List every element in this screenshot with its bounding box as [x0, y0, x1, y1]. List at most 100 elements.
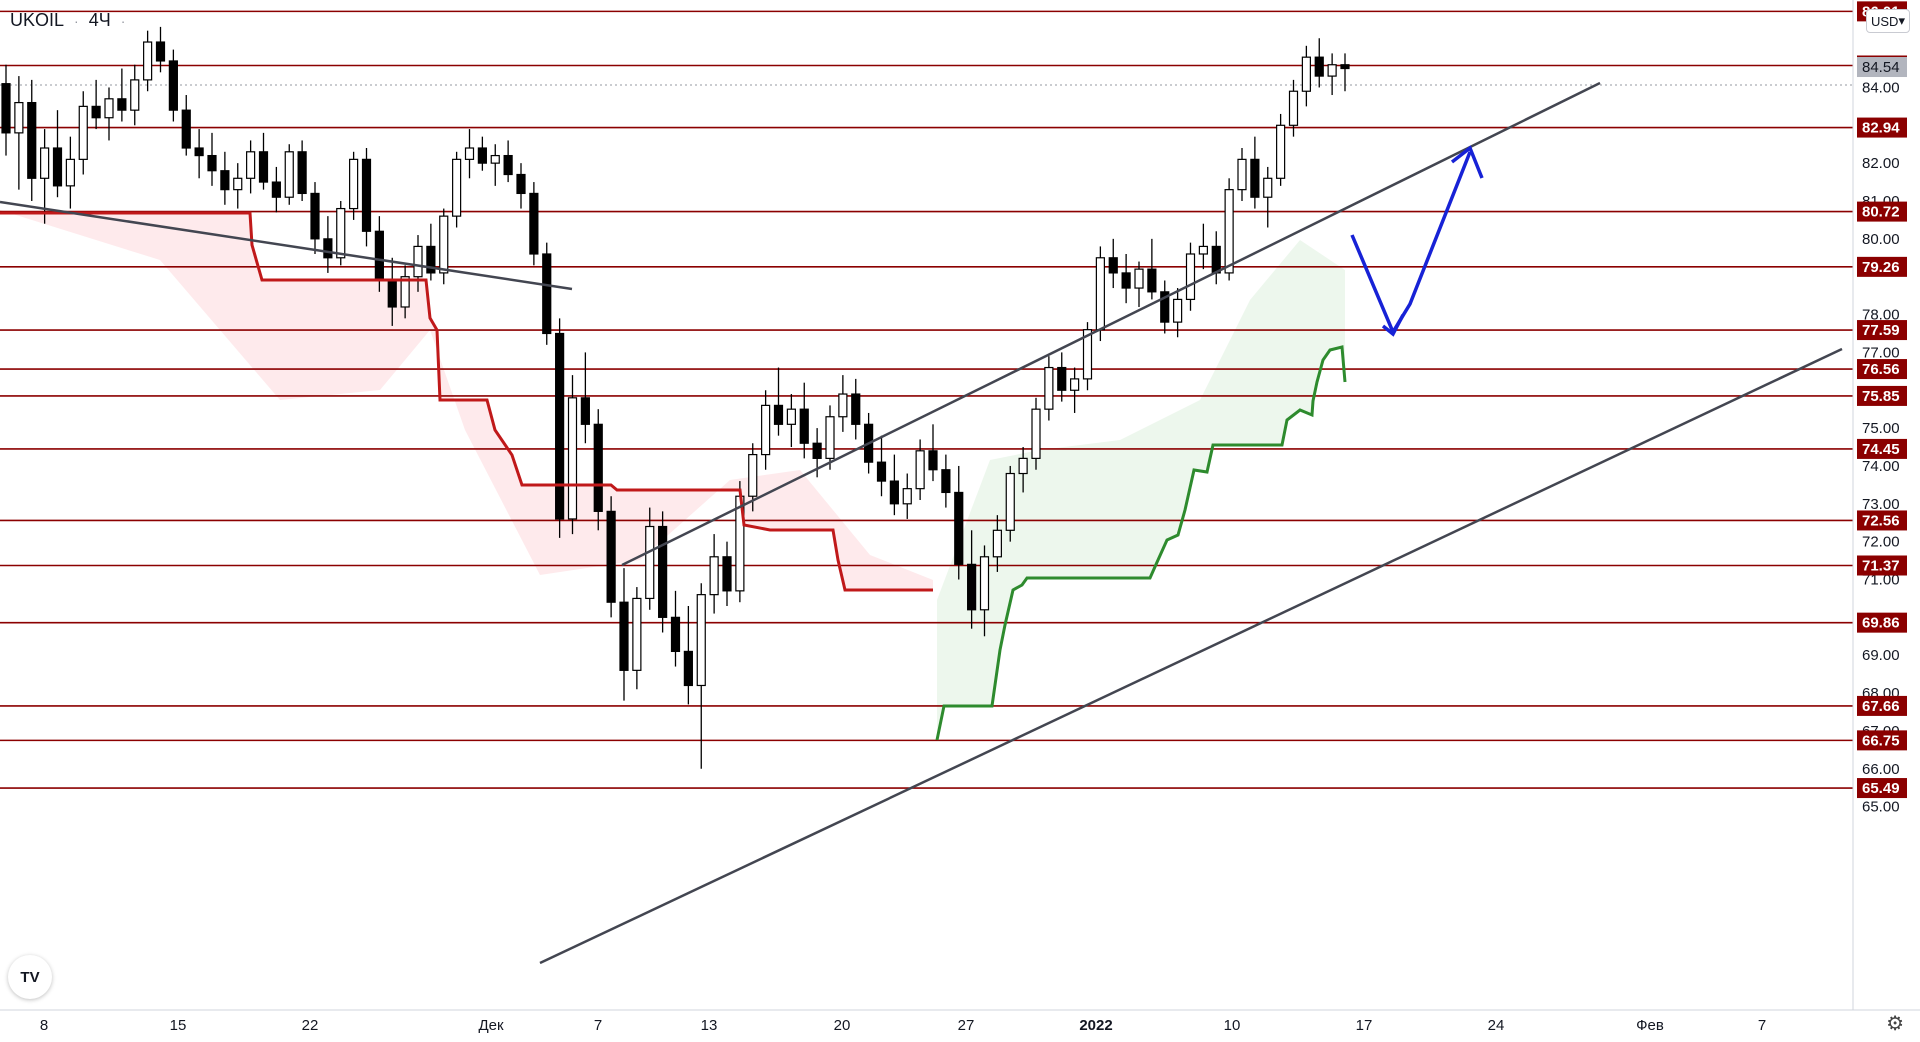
level-price-badge: [1857, 201, 1907, 222]
trend-lines: [0, 81, 1843, 965]
candle-body: [799, 408, 809, 444]
time-tick-label: 7: [1758, 1017, 1766, 1034]
green-cloud-fill: [937, 240, 1345, 740]
candle-body: [310, 192, 320, 240]
candle-body: [503, 154, 513, 176]
candle-body: [1314, 56, 1324, 77]
level-price-label: 72.56: [1862, 512, 1900, 529]
candle-body: [1237, 158, 1247, 191]
price-axis: 65.0066.0067.0068.0069.0071.0072.0073.00…: [0, 0, 1920, 1011]
trend-line: [0, 200, 573, 291]
price-tick-label: 74.00: [1862, 458, 1900, 475]
candle-body: [529, 192, 539, 255]
bearish-stop-line: [0, 211, 933, 592]
level-price-label: 69.86: [1862, 615, 1900, 632]
candle-body: [452, 158, 462, 217]
arrow-head-down: [1381, 314, 1405, 337]
candle-body: [258, 151, 269, 183]
candle-body: [207, 154, 217, 172]
projection-arrow: [1350, 145, 1484, 337]
candle-body: [1224, 189, 1234, 274]
candle-body: [1108, 257, 1118, 274]
time-tick-label: 15: [170, 1017, 187, 1034]
candle-body: [1082, 329, 1093, 380]
candle-body: [426, 245, 436, 274]
candle-body: [91, 105, 101, 119]
level-price-label: 75.85: [1862, 388, 1900, 405]
separator-dot: ·: [74, 12, 79, 29]
level-price-label: 74.45: [1862, 441, 1900, 458]
level-price-badge: [1857, 555, 1907, 576]
separator-dot: ·: [120, 12, 126, 29]
candle-body: [658, 525, 668, 618]
candle-body: [1134, 268, 1144, 289]
candle-body: [1263, 177, 1273, 198]
candle-body: [464, 147, 475, 160]
level-price-badge: [1857, 256, 1907, 277]
candle-body: [439, 215, 449, 274]
interval-label: 4Ч: [88, 10, 111, 30]
candle-body: [761, 404, 771, 456]
candle-body: [722, 556, 732, 592]
candle-body: [1211, 245, 1221, 274]
level-price-badge: [1857, 778, 1907, 799]
candle-body: [130, 79, 140, 111]
supertrend-fills: [0, 210, 1345, 740]
candle-body: [786, 408, 796, 425]
candle-body: [954, 491, 964, 565]
time-tick-label: 17: [1356, 1017, 1373, 1034]
arrow-head-up: [1450, 145, 1484, 179]
currency-label: USD: [1871, 13, 1899, 29]
projection-path: [1350, 151, 1472, 336]
candle-body: [812, 442, 822, 459]
level-price-badge: [1857, 695, 1907, 716]
candle-body: [1250, 158, 1260, 198]
price-tick-label: 73.00: [1862, 496, 1900, 513]
candle-body: [336, 207, 346, 259]
candle-body: [915, 450, 925, 490]
tradingview-logo-icon[interactable]: TV: [8, 955, 52, 999]
candle-body: [851, 393, 861, 425]
trend-line: [621, 81, 1601, 567]
time-tick-label: 13: [701, 1017, 718, 1034]
candle-body: [220, 170, 230, 191]
time-tick-label: 22: [302, 1017, 319, 1034]
price-tick-label: 77.00: [1862, 344, 1900, 361]
time-tick-label: 20: [834, 1017, 851, 1034]
candle-body: [27, 101, 37, 179]
candle-body: [902, 488, 912, 505]
candle-body: [1198, 245, 1208, 255]
candle-body: [567, 397, 578, 520]
candle-body: [1070, 378, 1080, 391]
current-price-label: 84.54: [1862, 59, 1900, 76]
trend-line: [539, 347, 1843, 965]
symbol-title[interactable]: UKOIL · 4Ч ·: [10, 10, 125, 31]
candle-body: [1018, 457, 1028, 475]
candle-body: [284, 151, 294, 198]
candle-body: [181, 109, 191, 149]
price-tick-label: 72.00: [1862, 534, 1900, 551]
chevron-down-icon: ▾: [1898, 13, 1905, 28]
candle-body: [748, 453, 758, 497]
candle-body: [1005, 472, 1015, 531]
candle-body: [709, 556, 719, 596]
candle-body: [143, 41, 153, 81]
candle-body: [387, 279, 397, 308]
candle-body: [632, 597, 642, 671]
candle-body: [1121, 272, 1131, 289]
candle-body: [1327, 64, 1337, 77]
level-price-badge: [1857, 510, 1907, 531]
time-tick-label: 10: [1224, 1017, 1241, 1034]
candle-body: [349, 158, 359, 210]
candle-body: [233, 177, 243, 191]
time-tick-label: 8: [40, 1017, 48, 1034]
symbol-name: UKOIL: [10, 10, 65, 30]
candle-body: [928, 450, 938, 471]
price-tick-label: 75.00: [1862, 420, 1900, 437]
currency-selector[interactable]: USD ▾: [1866, 9, 1910, 33]
candle-body: [78, 105, 88, 160]
price-tick-label: 84.00: [1862, 79, 1900, 96]
level-price-label: 71.37: [1862, 557, 1900, 574]
gear-icon[interactable]: ⚙: [1886, 1013, 1904, 1035]
